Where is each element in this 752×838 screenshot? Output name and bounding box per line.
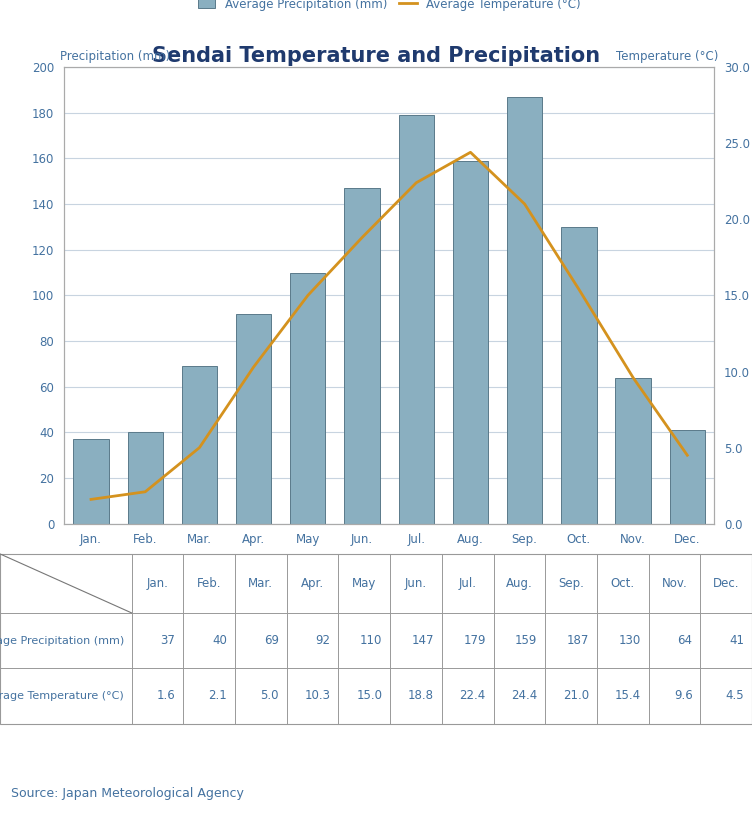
Bar — [344, 188, 380, 524]
Bar — [182, 366, 217, 524]
Text: Temperature (°C): Temperature (°C) — [616, 49, 718, 63]
Text: 2.1: 2.1 — [208, 690, 227, 702]
Bar — [399, 115, 434, 524]
Text: 18.8: 18.8 — [408, 690, 434, 702]
Bar — [236, 313, 271, 524]
Text: 92: 92 — [316, 634, 331, 647]
Text: 187: 187 — [567, 634, 589, 647]
Text: Precipitation (mm): Precipitation (mm) — [60, 49, 170, 63]
Text: 15.4: 15.4 — [614, 690, 641, 702]
Text: Jan.: Jan. — [147, 577, 168, 590]
Text: 69: 69 — [264, 634, 279, 647]
Text: 24.4: 24.4 — [511, 690, 538, 702]
Text: Source: Japan Meteorological Agency: Source: Japan Meteorological Agency — [11, 787, 244, 800]
Bar — [290, 272, 326, 524]
Text: 4.5: 4.5 — [726, 690, 744, 702]
Legend: Average Precipitation (mm), Average Temperature (°C): Average Precipitation (mm), Average Temp… — [193, 0, 586, 15]
Text: 147: 147 — [411, 634, 434, 647]
Text: 9.6: 9.6 — [674, 690, 693, 702]
Bar — [670, 430, 705, 524]
Text: Feb.: Feb. — [197, 577, 221, 590]
Text: 40: 40 — [212, 634, 227, 647]
Text: 64: 64 — [678, 634, 693, 647]
Bar — [615, 378, 650, 524]
Text: 22.4: 22.4 — [459, 690, 486, 702]
Text: Jun.: Jun. — [405, 577, 427, 590]
Text: Mar.: Mar. — [248, 577, 273, 590]
Text: 10.3: 10.3 — [305, 690, 331, 702]
Text: Sep.: Sep. — [558, 577, 584, 590]
Text: 21.0: 21.0 — [563, 690, 589, 702]
Text: 15.0: 15.0 — [356, 690, 382, 702]
Bar — [561, 227, 596, 524]
Text: 130: 130 — [619, 634, 641, 647]
Bar — [74, 439, 108, 524]
Bar — [453, 161, 488, 524]
Text: Oct.: Oct. — [611, 577, 635, 590]
Text: Apr.: Apr. — [301, 577, 324, 590]
Text: Average Precipitation (mm): Average Precipitation (mm) — [0, 635, 124, 645]
Text: 41: 41 — [729, 634, 744, 647]
Text: Average Temperature (°C): Average Temperature (°C) — [0, 691, 124, 701]
Text: May: May — [352, 577, 377, 590]
Text: 37: 37 — [161, 634, 175, 647]
Text: 179: 179 — [463, 634, 486, 647]
Text: 159: 159 — [515, 634, 538, 647]
Text: 5.0: 5.0 — [260, 690, 279, 702]
Text: Jul.: Jul. — [459, 577, 477, 590]
Text: Aug.: Aug. — [506, 577, 532, 590]
Text: 1.6: 1.6 — [157, 690, 175, 702]
Bar — [128, 432, 163, 524]
Bar — [507, 96, 542, 524]
Text: Nov.: Nov. — [662, 577, 687, 590]
Text: Sendai Temperature and Precipitation: Sendai Temperature and Precipitation — [152, 46, 600, 66]
Text: 110: 110 — [360, 634, 382, 647]
Text: Dec.: Dec. — [713, 577, 739, 590]
